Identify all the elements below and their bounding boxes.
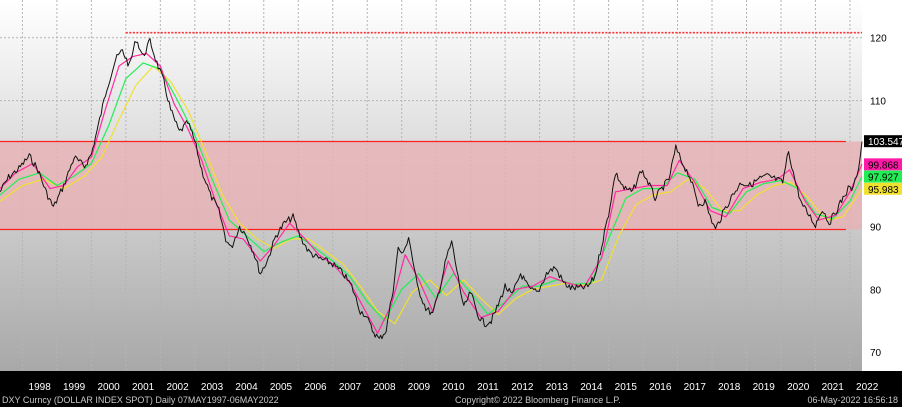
x-tick-2005: 2005	[270, 382, 293, 393]
x-tick-1999: 1999	[63, 382, 86, 393]
x-tick-2009: 2009	[408, 382, 431, 393]
range-band	[0, 31, 862, 231]
x-tick-1998: 1998	[29, 382, 52, 393]
y-tick-120: 120	[870, 34, 887, 45]
y-tick-80: 80	[870, 285, 882, 296]
bottom-axis-panel	[0, 371, 902, 394]
x-tick-2007: 2007	[339, 382, 362, 393]
series-3-line	[0, 65, 863, 325]
x-tick-2001: 2001	[132, 382, 155, 393]
x-tick-2014: 2014	[580, 382, 603, 393]
x-tick-2011: 2011	[477, 382, 499, 393]
x-tick-2021: 2021	[822, 382, 845, 393]
x-tick-2012: 2012	[511, 382, 534, 393]
value-label-0: 103.547	[868, 137, 902, 148]
x-tick-2022: 2022	[856, 382, 879, 393]
y-tick-70: 70	[870, 348, 882, 359]
x-tick-2020: 2020	[787, 382, 810, 393]
footer-timestamp: 06-May-2022 16:56:18	[807, 395, 898, 405]
x-tick-2017: 2017	[684, 382, 707, 393]
value-label-bg-1	[864, 158, 902, 171]
x-tick-2008: 2008	[373, 382, 396, 393]
value-label-3: 95.983	[868, 185, 899, 196]
x-tick-2010: 2010	[442, 382, 465, 393]
value-label-bg-0	[864, 135, 902, 148]
x-tick-2000: 2000	[97, 382, 120, 393]
footer-security-info: DXY Curncy (DOLLAR INDEX SPOT) Daily 07M…	[2, 395, 279, 405]
band-fill	[0, 141, 862, 230]
x-axis: 1998 1999 2000 2001 2002 2003 2004 2005 2006 2007…	[29, 382, 879, 393]
value-label-bg-2	[864, 170, 902, 183]
y-axis: 70 80 90 110 120	[870, 34, 887, 359]
x-tick-2003: 2003	[201, 382, 224, 393]
series-0-line	[0, 38, 863, 340]
footer-copyright: Copyright© 2022 Bloomberg Finance L.P.	[455, 395, 621, 405]
x-tick-2018: 2018	[718, 382, 741, 393]
y-tick-90: 90	[870, 222, 882, 233]
x-tick-2004: 2004	[235, 382, 258, 393]
series-group	[0, 38, 863, 340]
y-tick-110: 110	[870, 97, 886, 108]
series-1-line	[0, 52, 863, 334]
value-label-bg-3	[864, 182, 902, 195]
x-tick-2015: 2015	[615, 382, 638, 393]
x-tick-2019: 2019	[753, 382, 776, 393]
x-tick-2013: 2013	[546, 382, 569, 393]
x-tick-2006: 2006	[304, 382, 327, 393]
value-label-2: 97.927	[868, 173, 899, 184]
x-tick-2002: 2002	[166, 382, 189, 393]
x-tick-2016: 2016	[649, 382, 672, 393]
value-label-1: 99.868	[868, 160, 899, 171]
footer-bar: DXY Curncy (DOLLAR INDEX SPOT) Daily 07M…	[0, 394, 902, 407]
